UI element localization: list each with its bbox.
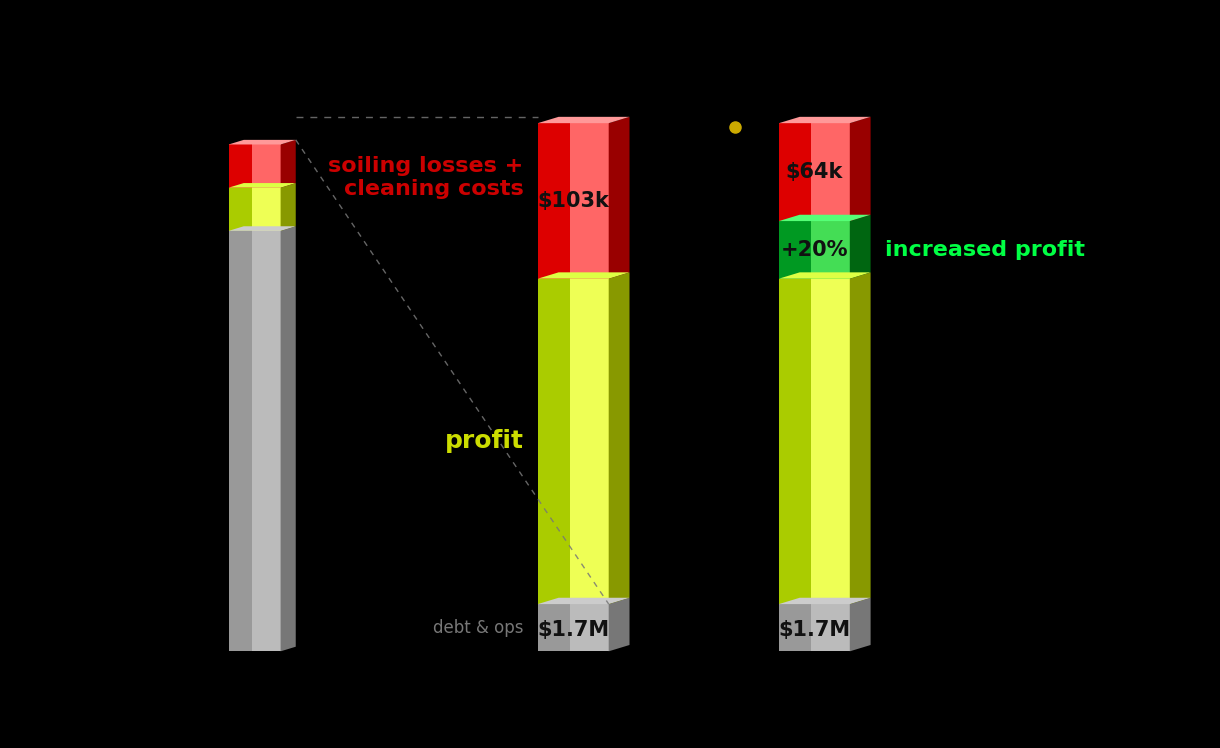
Text: increased profit: increased profit: [884, 240, 1085, 260]
Polygon shape: [538, 598, 630, 604]
Polygon shape: [850, 215, 871, 279]
Polygon shape: [281, 226, 295, 652]
Text: $64k: $64k: [786, 162, 843, 182]
Polygon shape: [778, 221, 811, 279]
Polygon shape: [281, 183, 295, 231]
Polygon shape: [570, 604, 609, 652]
Polygon shape: [811, 279, 850, 604]
Polygon shape: [538, 123, 570, 279]
Text: $103k: $103k: [537, 191, 609, 211]
Text: debt & ops: debt & ops: [433, 619, 523, 637]
Polygon shape: [253, 144, 281, 188]
Polygon shape: [778, 598, 871, 604]
Polygon shape: [228, 183, 295, 188]
Polygon shape: [253, 231, 281, 652]
Polygon shape: [228, 188, 253, 231]
Polygon shape: [538, 279, 570, 604]
Polygon shape: [228, 226, 295, 231]
Polygon shape: [811, 123, 850, 221]
Polygon shape: [253, 188, 281, 231]
Polygon shape: [778, 604, 811, 652]
Polygon shape: [570, 279, 609, 604]
Polygon shape: [228, 144, 253, 188]
Polygon shape: [609, 117, 630, 279]
Text: $1.7M: $1.7M: [778, 620, 850, 640]
Polygon shape: [778, 215, 871, 221]
Polygon shape: [538, 117, 630, 123]
Polygon shape: [609, 598, 630, 652]
Polygon shape: [281, 140, 295, 188]
Polygon shape: [228, 231, 253, 652]
Polygon shape: [778, 272, 871, 279]
Polygon shape: [228, 140, 295, 144]
Polygon shape: [778, 117, 871, 123]
Text: profit: profit: [444, 429, 523, 453]
Polygon shape: [811, 604, 850, 652]
Text: soiling losses +
cleaning costs: soiling losses + cleaning costs: [328, 156, 523, 199]
Polygon shape: [538, 604, 570, 652]
Text: +20%: +20%: [781, 240, 848, 260]
Polygon shape: [538, 272, 630, 279]
Polygon shape: [609, 272, 630, 604]
Polygon shape: [850, 598, 871, 652]
Polygon shape: [850, 117, 871, 221]
Polygon shape: [778, 123, 811, 221]
Polygon shape: [850, 272, 871, 604]
Polygon shape: [778, 279, 811, 604]
Text: $1.7M: $1.7M: [537, 620, 609, 640]
Polygon shape: [811, 221, 850, 279]
Polygon shape: [570, 123, 609, 279]
